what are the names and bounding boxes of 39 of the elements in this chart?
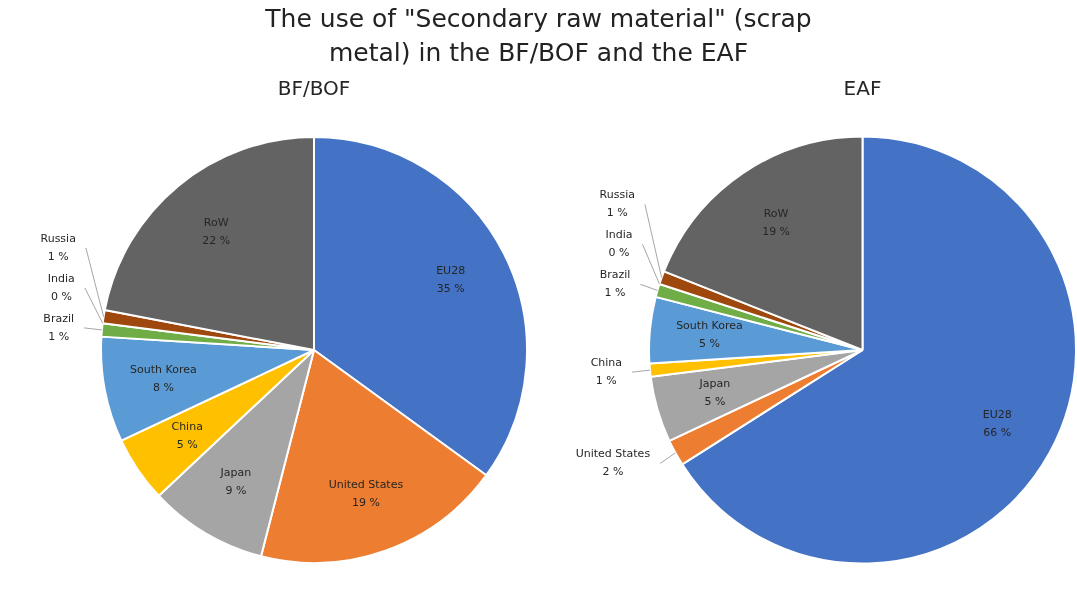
- slice-label: China: [171, 420, 203, 434]
- text: 0 %: [608, 246, 630, 260]
- slice-label: Russia: [599, 188, 635, 202]
- slice-label: EU28: [982, 407, 1012, 421]
- slice-label: RoW: [763, 206, 789, 220]
- data-label: 1 %: [48, 329, 70, 343]
- slice-label: United States: [328, 478, 404, 492]
- slice-label: Brazil: [43, 311, 75, 325]
- data-label: 9 %: [225, 483, 247, 497]
- data-label: 22 %: [202, 233, 231, 247]
- data-label: 5 %: [176, 438, 198, 452]
- slice-label: Brazil: [599, 268, 631, 282]
- slice-label: United States: [575, 447, 651, 461]
- data-label: 8 %: [152, 380, 174, 394]
- slice-label: EU28: [436, 264, 466, 278]
- slice-label: South Korea: [676, 319, 743, 333]
- chart-subtitle: BF/BOF: [277, 76, 351, 101]
- data-label: 2 %: [602, 465, 624, 479]
- slice-label: China: [590, 356, 623, 370]
- data-label: 1 %: [47, 249, 69, 263]
- data-label: 19 %: [762, 224, 791, 238]
- data-label: 19 %: [351, 496, 380, 510]
- slice-label: RoW: [203, 215, 229, 229]
- slice-label: Japan: [698, 376, 731, 390]
- data-label: 66 %: [983, 425, 1012, 439]
- text: 0 %: [50, 289, 72, 303]
- data-label: 1 %: [595, 374, 617, 388]
- slice-label: Russia: [40, 231, 76, 245]
- data-label: 1 %: [604, 286, 626, 300]
- data-label: 35 %: [436, 282, 465, 296]
- chart-title: The use of "Secondary raw material" (scrap metal) in the BF/BOF and the EAF: [264, 3, 813, 69]
- chart-subtitle: EAF: [843, 76, 882, 101]
- data-label: 5 %: [698, 337, 720, 351]
- slice-label: Japan: [219, 465, 252, 479]
- data-label: 1 %: [606, 206, 628, 220]
- category-label: India: [47, 271, 75, 285]
- data-label: 5 %: [704, 394, 726, 408]
- slice-label: South Korea: [130, 362, 197, 376]
- category-label: India: [605, 228, 633, 242]
